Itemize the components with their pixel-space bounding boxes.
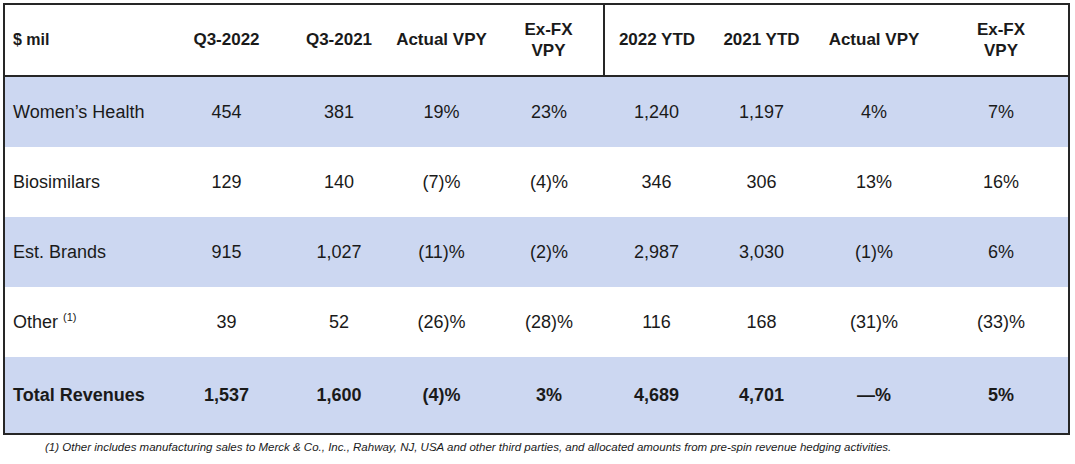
cell: 16%	[934, 147, 1069, 217]
cell: 5%	[934, 357, 1069, 434]
cell: 168	[709, 287, 814, 357]
cell: 1,240	[604, 76, 709, 147]
row-label: Biosimilars	[4, 147, 164, 217]
cell: (4)%	[389, 357, 494, 434]
cell: 6%	[934, 217, 1069, 287]
footnote-ref: (1)	[63, 311, 76, 323]
row-total-revenues: Total Revenues 1,537 1,600 (4)% 3% 4,689…	[4, 357, 1069, 434]
header-unit: $ mil	[4, 4, 164, 76]
cell: 1,537	[164, 357, 289, 434]
row-label: Est. Brands	[4, 217, 164, 287]
header-2022-ytd: 2022 YTD	[604, 4, 709, 76]
row-womens-health: Women’s Health 454 381 19% 23% 1,240 1,1…	[4, 76, 1069, 147]
cell: 4,701	[709, 357, 814, 434]
cell: 381	[289, 76, 389, 147]
row-other: Other (1) 39 52 (26)% (28)% 116 168 (31)…	[4, 287, 1069, 357]
cell: 39	[164, 287, 289, 357]
cell: 116	[604, 287, 709, 357]
slide-page: $ mil Q3-2022 Q3-2021 Actual VPY Ex-FX V…	[0, 0, 1075, 464]
cell: 1,027	[289, 217, 389, 287]
cell: 4,689	[604, 357, 709, 434]
cell: 3%	[494, 357, 604, 434]
header-actual-vpy-ytd: Actual VPY	[814, 4, 934, 76]
cell: 129	[164, 147, 289, 217]
cell: 52	[289, 287, 389, 357]
cell: 4%	[814, 76, 934, 147]
row-est-brands: Est. Brands 915 1,027 (11)% (2)% 2,987 3…	[4, 217, 1069, 287]
row-label-text: Other	[13, 312, 58, 332]
cell: (28)%	[494, 287, 604, 357]
cell: (33)%	[934, 287, 1069, 357]
cell: 140	[289, 147, 389, 217]
revenue-table: $ mil Q3-2022 Q3-2021 Actual VPY Ex-FX V…	[3, 3, 1070, 435]
cell: —%	[814, 357, 934, 434]
cell: 1,197	[709, 76, 814, 147]
cell: (4)%	[494, 147, 604, 217]
header-actual-vpy-q3: Actual VPY	[389, 4, 494, 76]
cell: (1)%	[814, 217, 934, 287]
row-label: Other (1)	[4, 287, 164, 357]
header-exfx-vpy-ytd: Ex-FX VPY	[934, 4, 1069, 76]
cell: 306	[709, 147, 814, 217]
header-2021-ytd: 2021 YTD	[709, 4, 814, 76]
cell: 13%	[814, 147, 934, 217]
cell: 915	[164, 217, 289, 287]
cell: 454	[164, 76, 289, 147]
cell: (31)%	[814, 287, 934, 357]
cell: 19%	[389, 76, 494, 147]
cell: 346	[604, 147, 709, 217]
cell: 7%	[934, 76, 1069, 147]
header-row: $ mil Q3-2022 Q3-2021 Actual VPY Ex-FX V…	[4, 4, 1069, 76]
cell: (2)%	[494, 217, 604, 287]
header-q3-2022: Q3-2022	[164, 4, 289, 76]
header-q3-2021: Q3-2021	[289, 4, 389, 76]
row-biosimilars: Biosimilars 129 140 (7)% (4)% 346 306 13…	[4, 147, 1069, 217]
row-label: Women’s Health	[4, 76, 164, 147]
cell: 1,600	[289, 357, 389, 434]
cell: (7)%	[389, 147, 494, 217]
header-exfx-vpy-q3: Ex-FX VPY	[494, 4, 604, 76]
footnote: (1) Other includes manufacturing sales t…	[45, 441, 891, 453]
cell: (26)%	[389, 287, 494, 357]
cell: 23%	[494, 76, 604, 147]
row-label: Total Revenues	[4, 357, 164, 434]
cell: 3,030	[709, 217, 814, 287]
cell: 2,987	[604, 217, 709, 287]
cell: (11)%	[389, 217, 494, 287]
